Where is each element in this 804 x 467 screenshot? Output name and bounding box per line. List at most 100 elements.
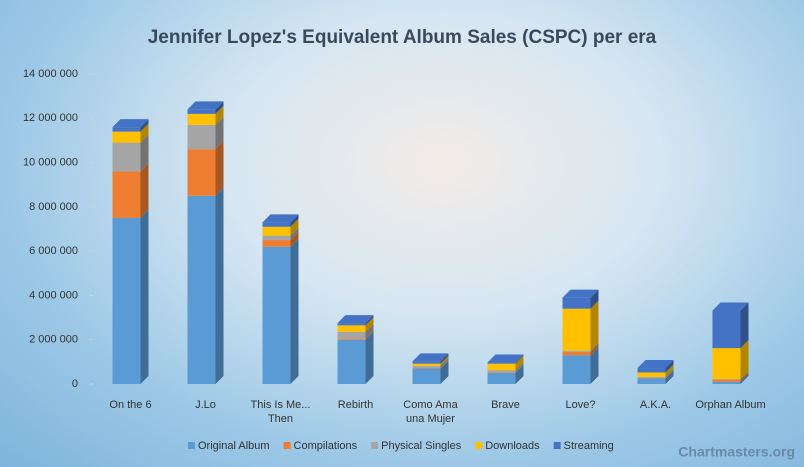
bar-top [712,302,749,311]
bar [262,226,291,236]
legend-label: Streaming [564,440,614,452]
bar [487,370,516,373]
bar-side [590,343,599,356]
bar [562,355,591,384]
legend-swatch [475,442,483,449]
legend-label: Downloads [485,440,540,452]
y-tick-label: 2 000 000 [29,334,78,346]
bar [187,124,216,150]
bar [487,363,516,371]
bar [262,235,291,241]
bar [562,351,591,356]
legend-label: Physical Singles [381,440,462,452]
x-tick-label: Brave [491,399,520,411]
bar [637,372,666,377]
bar-side [365,315,374,326]
bar [187,113,216,125]
bar-side [365,331,374,384]
x-tick-label: Orphan Album [695,399,766,411]
bar [112,171,141,218]
bar [412,363,441,366]
bar-side [365,317,374,332]
bar-side [140,209,149,384]
x-tick-label: Como Ama una Mujer [403,399,458,425]
x-tick-label: On the 6 [109,399,152,411]
y-tick-label: 10 000 000 [23,156,78,168]
bar [562,308,591,351]
bar-side [740,371,749,380]
bar [412,365,441,369]
bar-side [740,302,749,349]
bar [112,217,141,384]
bar [562,350,591,352]
bar-top [637,360,674,369]
bar [337,323,366,326]
legend-swatch [283,442,291,449]
bar-side [515,364,524,384]
bar [487,372,516,384]
bar [187,109,216,114]
bar [637,378,666,384]
legend-swatch [371,442,379,449]
bar-side [515,364,524,373]
bar [262,246,291,384]
bar-top [187,101,224,110]
bar [637,376,666,379]
bar [337,339,366,384]
source: Chartmasters.org [678,444,795,460]
bar-side [590,300,599,351]
bar-side [140,163,149,218]
x-tick-label: Rebirth [337,399,374,411]
bar [187,195,216,384]
bar [262,240,291,247]
bar [112,142,141,172]
bar-side [140,123,149,143]
bar-top [112,119,149,128]
bar-side [140,134,149,172]
bar-side [515,355,524,371]
bar-side [290,238,299,384]
bar-side [290,218,299,236]
bar [562,297,591,309]
x-tick-label: This Is Me... Then [250,399,311,425]
bar-side [365,330,374,340]
bar [412,368,441,384]
bar-side [215,101,224,114]
y-tick-label: 4 000 000 [29,289,78,301]
bar-top [337,315,374,324]
bar [337,325,366,332]
bar-side [290,232,299,247]
x-tick-label: Love? [565,399,596,411]
bar-side [740,371,749,382]
chart-title: Jennifer Lopez's Equivalent Album Sales … [148,27,657,48]
bar [487,362,516,364]
bar [112,131,141,143]
bar-side [665,370,674,379]
legend-label: Original Album [198,440,270,452]
bar-side [590,347,599,384]
bar-top [412,353,449,362]
bar-side [665,370,674,384]
bar-side [740,340,749,380]
bar [712,310,741,349]
bar-side [215,141,224,196]
bar-side [215,187,224,384]
bar-side [365,323,374,339]
y-tick-label: 8 000 000 [29,201,78,213]
bar [637,368,666,373]
bar-side [590,342,599,352]
bar-top [562,289,599,298]
bar-side [440,355,449,366]
bar-side [290,227,299,241]
bar-side [665,364,674,377]
y-tick-label: 14 000 000 [23,68,78,80]
bar-side [140,119,149,132]
bar-side [440,360,449,369]
bar [712,379,741,382]
bar-side [215,116,224,150]
bar-top [487,354,524,363]
bar [712,381,741,384]
legend-swatch [188,442,195,449]
